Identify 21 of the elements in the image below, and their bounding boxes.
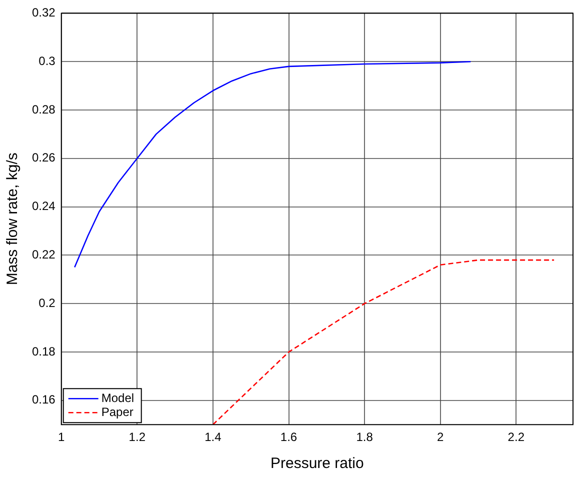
x-tick-label: 1: [58, 430, 66, 444]
x-tick-label: 1.4: [204, 430, 222, 444]
legend-label: Paper: [101, 404, 134, 419]
y-tick-label: 0.3: [38, 54, 56, 68]
legend-label: Model: [101, 390, 134, 405]
y-tick-label: 0.28: [32, 102, 56, 116]
y-tick-label: 0.18: [32, 344, 56, 358]
x-tick-label: 1.8: [356, 430, 374, 444]
x-tick-label: 2.2: [508, 430, 525, 444]
line-series: [212, 259, 555, 425]
x-tick-label: 2: [437, 430, 444, 444]
y-tick-label: 0.32: [32, 6, 56, 20]
x-tick-label: 1.6: [280, 430, 298, 444]
y-tick-label: 0.22: [32, 248, 56, 262]
y-tick-label: 0.26: [32, 150, 56, 165]
x-axis-title: Pressure ratio: [270, 455, 364, 472]
y-tick-label: 0.16: [32, 392, 56, 407]
y-axis-title: Mass flow rate, kg/s: [4, 152, 22, 286]
y-tick-label: 0.24: [32, 199, 56, 214]
x-tick-label: 1.2: [128, 430, 146, 444]
y-tick-label: 0.2: [38, 296, 56, 310]
